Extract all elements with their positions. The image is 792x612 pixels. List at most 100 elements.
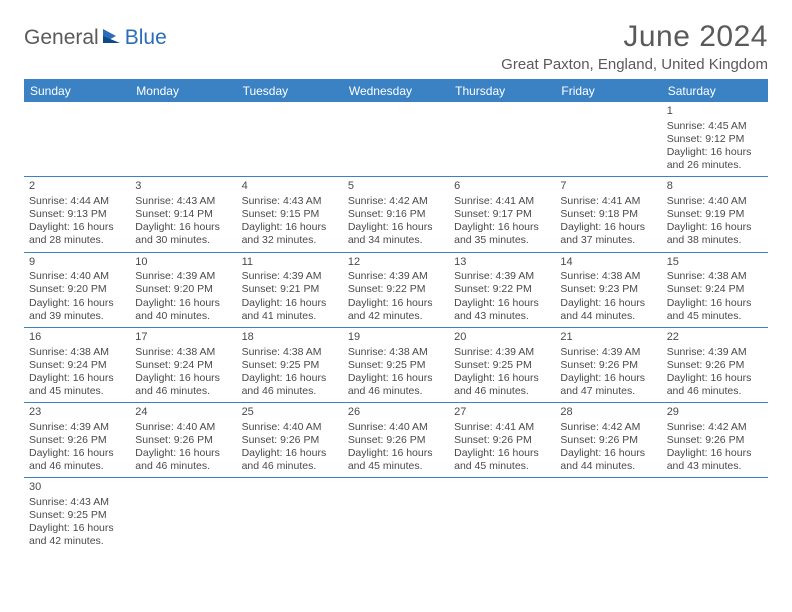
calendar-table: Sunday Monday Tuesday Wednesday Thursday… xyxy=(24,79,768,553)
sunset-line: Sunset: 9:26 PM xyxy=(560,359,656,372)
calendar-week-row: 9Sunrise: 4:40 AMSunset: 9:20 PMDaylight… xyxy=(24,252,768,327)
daylight-line-1: Daylight: 16 hours xyxy=(454,221,550,234)
day-number: 24 xyxy=(135,406,231,420)
daylight-line-2: and 46 minutes. xyxy=(242,460,338,473)
day-number: 16 xyxy=(29,331,125,345)
sunset-line: Sunset: 9:24 PM xyxy=(29,359,125,372)
calendar-day-cell: 11Sunrise: 4:39 AMSunset: 9:21 PMDayligh… xyxy=(237,252,343,327)
sunrise-line: Sunrise: 4:38 AM xyxy=(242,346,338,359)
calendar-day-cell: 6Sunrise: 4:41 AMSunset: 9:17 PMDaylight… xyxy=(449,177,555,252)
weekday-header: Thursday xyxy=(449,80,555,103)
sunrise-line: Sunrise: 4:42 AM xyxy=(560,421,656,434)
title-block: June 2024 Great Paxton, England, United … xyxy=(501,20,768,73)
sunrise-line: Sunrise: 4:41 AM xyxy=(454,421,550,434)
sunrise-line: Sunrise: 4:39 AM xyxy=(454,270,550,283)
calendar-day-cell: 22Sunrise: 4:39 AMSunset: 9:26 PMDayligh… xyxy=(662,327,768,402)
day-number: 25 xyxy=(242,406,338,420)
sunrise-line: Sunrise: 4:39 AM xyxy=(348,270,444,283)
calendar-day-cell: 12Sunrise: 4:39 AMSunset: 9:22 PMDayligh… xyxy=(343,252,449,327)
sunrise-line: Sunrise: 4:40 AM xyxy=(667,195,763,208)
daylight-line-1: Daylight: 16 hours xyxy=(242,372,338,385)
calendar-day-cell: 27Sunrise: 4:41 AMSunset: 9:26 PMDayligh… xyxy=(449,403,555,478)
sunrise-line: Sunrise: 4:39 AM xyxy=(667,346,763,359)
calendar-day-cell: 15Sunrise: 4:38 AMSunset: 9:24 PMDayligh… xyxy=(662,252,768,327)
sunrise-line: Sunrise: 4:40 AM xyxy=(242,421,338,434)
calendar-week-row: 23Sunrise: 4:39 AMSunset: 9:26 PMDayligh… xyxy=(24,403,768,478)
calendar-day-cell xyxy=(130,102,236,177)
sunrise-line: Sunrise: 4:45 AM xyxy=(667,120,763,133)
day-number: 9 xyxy=(29,256,125,270)
sunset-line: Sunset: 9:26 PM xyxy=(667,359,763,372)
daylight-line-2: and 30 minutes. xyxy=(135,234,231,247)
day-number: 3 xyxy=(135,180,231,194)
calendar-day-cell: 10Sunrise: 4:39 AMSunset: 9:20 PMDayligh… xyxy=(130,252,236,327)
day-number: 11 xyxy=(242,256,338,270)
calendar-day-cell: 30Sunrise: 4:43 AMSunset: 9:25 PMDayligh… xyxy=(24,478,130,553)
daylight-line-1: Daylight: 16 hours xyxy=(348,372,444,385)
day-number: 14 xyxy=(560,256,656,270)
sunrise-line: Sunrise: 4:44 AM xyxy=(29,195,125,208)
sunset-line: Sunset: 9:26 PM xyxy=(454,434,550,447)
sunset-line: Sunset: 9:13 PM xyxy=(29,208,125,221)
sunset-line: Sunset: 9:26 PM xyxy=(667,434,763,447)
day-number: 12 xyxy=(348,256,444,270)
daylight-line-2: and 44 minutes. xyxy=(560,310,656,323)
day-number: 6 xyxy=(454,180,550,194)
location: Great Paxton, England, United Kingdom xyxy=(501,56,768,73)
daylight-line-2: and 46 minutes. xyxy=(454,385,550,398)
daylight-line-2: and 32 minutes. xyxy=(242,234,338,247)
calendar-day-cell: 5Sunrise: 4:42 AMSunset: 9:16 PMDaylight… xyxy=(343,177,449,252)
daylight-line-1: Daylight: 16 hours xyxy=(667,447,763,460)
sunset-line: Sunset: 9:16 PM xyxy=(348,208,444,221)
daylight-line-1: Daylight: 16 hours xyxy=(29,297,125,310)
daylight-line-2: and 39 minutes. xyxy=(29,310,125,323)
sunrise-line: Sunrise: 4:41 AM xyxy=(560,195,656,208)
calendar-day-cell xyxy=(449,102,555,177)
daylight-line-1: Daylight: 16 hours xyxy=(667,146,763,159)
calendar-day-cell xyxy=(237,102,343,177)
daylight-line-1: Daylight: 16 hours xyxy=(667,221,763,234)
sunset-line: Sunset: 9:15 PM xyxy=(242,208,338,221)
logo-text-blue: Blue xyxy=(125,26,167,50)
daylight-line-2: and 42 minutes. xyxy=(348,310,444,323)
daylight-line-2: and 45 minutes. xyxy=(348,460,444,473)
sunset-line: Sunset: 9:19 PM xyxy=(667,208,763,221)
sunset-line: Sunset: 9:22 PM xyxy=(454,283,550,296)
calendar-day-cell: 8Sunrise: 4:40 AMSunset: 9:19 PMDaylight… xyxy=(662,177,768,252)
day-number: 30 xyxy=(29,481,125,495)
daylight-line-2: and 26 minutes. xyxy=(667,159,763,172)
daylight-line-2: and 34 minutes. xyxy=(348,234,444,247)
sunset-line: Sunset: 9:26 PM xyxy=(135,434,231,447)
daylight-line-1: Daylight: 16 hours xyxy=(348,297,444,310)
daylight-line-2: and 43 minutes. xyxy=(454,310,550,323)
sunset-line: Sunset: 9:23 PM xyxy=(560,283,656,296)
day-number: 18 xyxy=(242,331,338,345)
calendar-day-cell xyxy=(343,102,449,177)
calendar-day-cell: 20Sunrise: 4:39 AMSunset: 9:25 PMDayligh… xyxy=(449,327,555,402)
sunrise-line: Sunrise: 4:40 AM xyxy=(135,421,231,434)
day-number: 8 xyxy=(667,180,763,194)
calendar-week-row: 16Sunrise: 4:38 AMSunset: 9:24 PMDayligh… xyxy=(24,327,768,402)
day-number: 1 xyxy=(667,105,763,119)
day-number: 19 xyxy=(348,331,444,345)
day-number: 20 xyxy=(454,331,550,345)
daylight-line-2: and 38 minutes. xyxy=(667,234,763,247)
day-number: 29 xyxy=(667,406,763,420)
daylight-line-1: Daylight: 16 hours xyxy=(667,297,763,310)
sunset-line: Sunset: 9:24 PM xyxy=(667,283,763,296)
weekday-header-row: Sunday Monday Tuesday Wednesday Thursday… xyxy=(24,80,768,103)
sunset-line: Sunset: 9:26 PM xyxy=(560,434,656,447)
daylight-line-1: Daylight: 16 hours xyxy=(29,372,125,385)
sunrise-line: Sunrise: 4:43 AM xyxy=(135,195,231,208)
calendar-day-cell: 19Sunrise: 4:38 AMSunset: 9:25 PMDayligh… xyxy=(343,327,449,402)
month-title: June 2024 xyxy=(501,20,768,54)
daylight-line-2: and 42 minutes. xyxy=(29,535,125,548)
daylight-line-2: and 45 minutes. xyxy=(667,310,763,323)
weekday-header: Saturday xyxy=(662,80,768,103)
calendar-day-cell xyxy=(343,478,449,553)
sunset-line: Sunset: 9:18 PM xyxy=(560,208,656,221)
daylight-line-2: and 45 minutes. xyxy=(454,460,550,473)
daylight-line-2: and 40 minutes. xyxy=(135,310,231,323)
daylight-line-2: and 46 minutes. xyxy=(242,385,338,398)
sunset-line: Sunset: 9:22 PM xyxy=(348,283,444,296)
